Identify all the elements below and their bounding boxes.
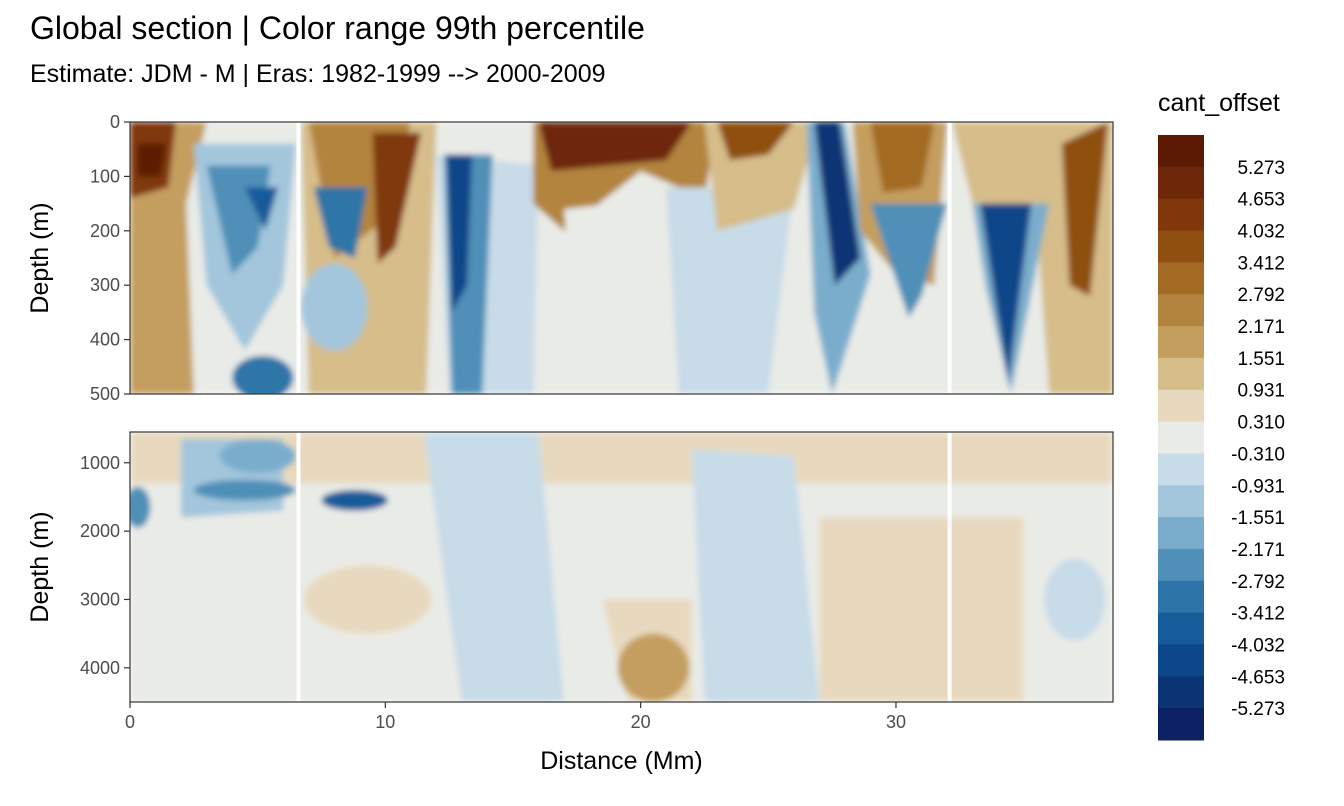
legend-swatch — [1158, 230, 1204, 263]
field-neutral — [564, 198, 692, 394]
x-tick-label: 30 — [886, 712, 906, 732]
field-blue-dark — [313, 187, 368, 258]
field-brown — [717, 122, 794, 161]
y-tick-label: 400 — [90, 330, 120, 350]
field-brown-darkest — [538, 122, 692, 171]
legend-label: 0.310 — [1237, 413, 1285, 434]
field-blue-light — [691, 449, 820, 702]
legend-label: 1.551 — [1237, 349, 1285, 370]
field-blue-light — [666, 187, 794, 394]
field-brown — [617, 633, 690, 702]
y-tick-label: 1000 — [80, 453, 120, 473]
upper-panel — [130, 122, 1113, 394]
legend-label: -2.171 — [1231, 540, 1285, 561]
legend-swatch — [1158, 262, 1204, 295]
chart-subtitle: Estimate: JDM - M | Eras: 1982-1999 --> … — [30, 60, 606, 88]
field-blue-dark — [244, 187, 279, 231]
field-brown — [870, 122, 935, 193]
legend-swatch — [1158, 135, 1204, 168]
lower-contour-field — [130, 432, 1113, 702]
legend-title: cant_offset — [1158, 89, 1280, 117]
chart-title: Global section | Color range 99th percen… — [30, 10, 645, 46]
field-blue-light — [1044, 558, 1106, 641]
field-brown-light — [130, 432, 1113, 484]
legend-label: -4.032 — [1231, 635, 1285, 656]
legend-label: 4.653 — [1237, 190, 1285, 211]
y-tick-label: 500 — [90, 384, 120, 404]
legend-label: 3.412 — [1237, 253, 1285, 274]
field-blue-dark — [980, 203, 1032, 384]
legend-label: -2.792 — [1231, 572, 1285, 593]
field-blue — [130, 486, 151, 528]
legend-swatch — [1158, 421, 1204, 454]
legend-swatch — [1158, 453, 1204, 486]
y-tick-label: 0 — [110, 112, 120, 132]
legend-swatch — [1158, 166, 1204, 200]
x-axis-title: Distance (Mm) — [540, 747, 703, 775]
legend-swatch — [1158, 517, 1204, 550]
legend-label: 4.032 — [1237, 222, 1285, 243]
field-blue-darkest — [814, 122, 861, 286]
field-blue — [193, 479, 296, 501]
field-brown-darkest — [137, 143, 166, 177]
y-tick-label: 3000 — [80, 589, 120, 609]
legend-label: 5.273 — [1237, 158, 1285, 179]
legend-swatch — [1158, 548, 1204, 582]
legend-swatch — [1158, 676, 1204, 709]
legend-label: -0.310 — [1231, 444, 1285, 465]
legend-swatch — [1158, 485, 1204, 518]
field-blue-deep — [232, 355, 294, 394]
y-tick-label: 200 — [90, 221, 120, 241]
field-blue — [219, 438, 296, 474]
legend-swatch — [1158, 294, 1204, 327]
upper-y-axis-title: Depth (m) — [26, 202, 54, 313]
legend-swatch — [1158, 198, 1204, 232]
field-blue-dark — [446, 154, 473, 313]
y-tick-label: 100 — [90, 166, 120, 186]
upper-panel-border — [129, 121, 1114, 395]
y-tick-label: 300 — [90, 275, 120, 295]
legend-label: 2.792 — [1237, 285, 1285, 306]
lower-panel-border — [129, 431, 1114, 703]
x-tick-label: 10 — [375, 712, 395, 732]
legend-swatch — [1158, 357, 1204, 391]
lower-y-axis-title: Depth (m) — [26, 511, 54, 622]
legend-label: 0.931 — [1237, 381, 1285, 402]
legend-label: -3.412 — [1231, 604, 1285, 625]
field-blue-light — [301, 263, 368, 351]
field-brown-light — [303, 565, 432, 634]
field-neutral — [857, 317, 935, 384]
legend-label: -0.931 — [1231, 476, 1285, 497]
legend-swatch — [1158, 389, 1204, 423]
legend-swatch — [1158, 326, 1204, 359]
y-tick-label: 2000 — [80, 521, 120, 541]
legend-label: -4.653 — [1231, 667, 1285, 688]
legend-swatch — [1158, 708, 1204, 741]
field-brown-dark — [1061, 122, 1108, 297]
upper-contour-field — [130, 122, 1113, 394]
field-brown-light — [819, 517, 1024, 702]
legend-label: -1.551 — [1231, 508, 1285, 529]
legend-swatch — [1158, 644, 1204, 677]
field-blue-light — [423, 432, 565, 702]
y-tick-label: 4000 — [80, 658, 120, 678]
legend-label: -5.273 — [1231, 699, 1285, 720]
legend-label: 2.171 — [1237, 317, 1285, 338]
field-brown-dark — [372, 132, 422, 264]
legend-swatch — [1158, 612, 1204, 645]
legend-swatch — [1158, 580, 1204, 614]
lower-panel — [130, 432, 1113, 702]
x-tick-label: 0 — [125, 712, 135, 732]
field-blue-dark — [321, 490, 388, 511]
x-tick-label: 20 — [631, 712, 651, 732]
field-blue — [870, 203, 948, 318]
